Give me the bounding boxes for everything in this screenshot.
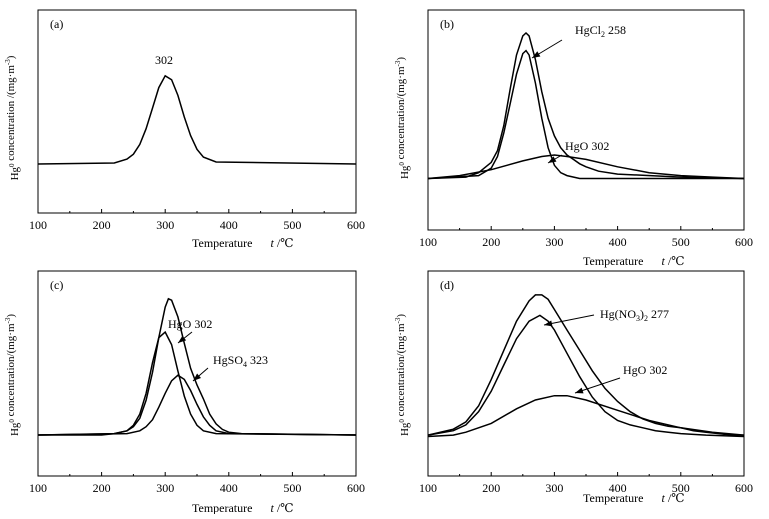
chart-panel-1: 100 200 300 400 500 600 (a) Temperature t /℃ Hg0 … (4, 9, 365, 250)
y-axis-title: Hg0 concentration /(mg·m-3) (4, 55, 21, 180)
x-tick-label: 400 (609, 235, 627, 249)
annotation-label: HgO 302 (168, 317, 212, 331)
x-tick-label: 100 (419, 481, 437, 495)
x-tick-label: 600 (347, 218, 365, 232)
x-tick-label: 200 (482, 235, 500, 249)
annotation-label: HgO 302 (565, 139, 609, 153)
x-tick-label: 500 (283, 481, 301, 495)
annotation-label: HgSO4 323 (213, 353, 268, 369)
x-tick-label: 100 (29, 481, 47, 495)
series-line-1 (37, 74, 357, 165)
x-tick-label: 400 (220, 218, 238, 232)
annotation-label: HgCl2 258 (575, 23, 626, 39)
x-tick-label: 500 (672, 481, 690, 495)
arrowhead (575, 387, 584, 394)
chart-panel-4: 100 200 300 400 500 600 (d) Temperature t /℃ Hg0 … (394, 270, 753, 505)
x-tick-label: 600 (735, 235, 753, 249)
annotation-label: HgO 302 (623, 363, 667, 377)
series-line-2 (37, 330, 357, 436)
x-tick-label: 500 (283, 218, 301, 232)
y-axis-title: Hg0 concentration/(mg·m-3) (394, 57, 411, 179)
chart-panel-2: 100 200 300 400 500 600 (b) Temperature t /℃ Hg0 … (394, 9, 753, 268)
arrowhead (548, 156, 557, 163)
plot-frame (37, 9, 357, 214)
x-axis-title: Temperature t /℃ (192, 501, 294, 514)
plot-frame (427, 9, 745, 231)
annotation-arrow (543, 314, 595, 326)
chart-panel-3: 100 200 300 400 500 600 (c) Temperature t /℃ Hg0 … (4, 270, 365, 515)
panel-label: (b) (440, 17, 454, 31)
x-tick-label: 300 (545, 235, 563, 249)
x-tick-label: 100 (29, 218, 47, 232)
x-tick-label: 600 (347, 481, 365, 495)
annotation-label: 302 (155, 53, 173, 67)
annotation-label: Hg(NO3)2 277 (600, 307, 669, 323)
x-tick-label: 200 (93, 481, 111, 495)
x-tick-label: 100 (419, 235, 437, 249)
x-axis-title: Temperature t /℃ (583, 491, 685, 505)
series-line-1 (427, 31, 745, 180)
panel-label: (d) (440, 278, 454, 292)
x-tick-label: 300 (156, 481, 174, 495)
series-line-3 (427, 394, 745, 438)
x-tick-label: 600 (735, 481, 753, 495)
series-line-2 (427, 314, 745, 438)
arrowhead (532, 51, 541, 58)
y-axis-title: Hg0 concentration/(mg·m-3) (4, 314, 21, 436)
x-tick-label: 400 (220, 481, 238, 495)
x-tick-label: 300 (156, 218, 174, 232)
arrowhead (544, 320, 553, 327)
series-line-1 (427, 294, 744, 436)
panel-label: (a) (50, 17, 63, 31)
series-line-3 (37, 374, 357, 436)
arrowhead (178, 335, 187, 343)
y-axis-title: Hg0 concentration/(mg·m-3) (394, 314, 411, 436)
x-tick-label: 200 (482, 481, 500, 495)
x-tick-label: 300 (545, 481, 563, 495)
x-tick-label: 500 (672, 235, 690, 249)
x-axis-title: Temperature t /℃ (583, 254, 685, 268)
x-axis-title: Temperature t /℃ (192, 236, 294, 250)
plot-frame (37, 270, 357, 477)
arrowhead (193, 373, 202, 381)
plot-frame (427, 270, 745, 477)
x-tick-label: 400 (609, 481, 627, 495)
panel-label: (c) (50, 278, 63, 292)
x-tick-label: 200 (93, 218, 111, 232)
series-line-2 (427, 49, 744, 180)
series-line-3 (427, 154, 745, 180)
